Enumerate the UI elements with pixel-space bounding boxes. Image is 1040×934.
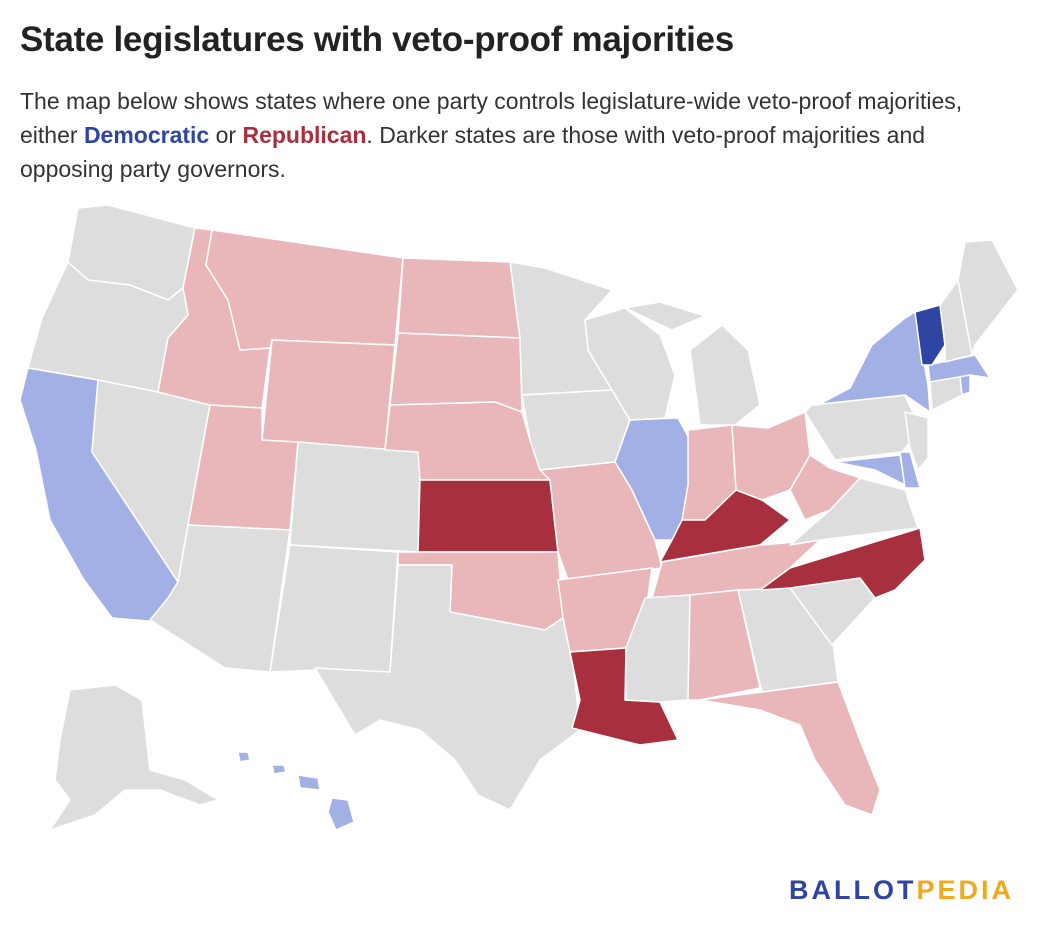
state-NY[interactable] [811, 311, 931, 413]
state-PA[interactable] [804, 394, 921, 461]
state-AK[interactable] [49, 684, 219, 831]
us-states-map [19, 204, 1019, 831]
state-MI[interactable] [624, 301, 761, 426]
ballotpedia-logo: BALLOTPEDIA [789, 875, 1014, 906]
state-ME[interactable] [957, 239, 1019, 356]
state-HI[interactable] [237, 751, 355, 831]
logo-text-ballot: BALLOT [788, 875, 917, 905]
state-NJ[interactable] [904, 411, 929, 471]
state-AL[interactable] [687, 589, 761, 701]
logo-text-pedia: PEDIA [916, 875, 1014, 905]
state-AZ[interactable] [149, 524, 291, 673]
description-text-1: The map below shows states where one par… [20, 88, 963, 148]
state-NM[interactable] [269, 544, 399, 673]
map-description: The map below shows states where one par… [20, 84, 1020, 186]
state-WV[interactable] [789, 454, 861, 521]
state-KS[interactable] [417, 479, 559, 553]
state-CO[interactable] [289, 441, 421, 553]
description-text-3: . Darker states are those with veto-proo… [20, 122, 926, 182]
state-VT[interactable] [914, 304, 946, 366]
page-title: State legislatures with veto-proof major… [20, 20, 734, 59]
state-FL[interactable] [699, 681, 881, 816]
state-TX[interactable] [314, 564, 581, 811]
description-text-2: or [209, 122, 243, 148]
state-NC[interactable] [759, 527, 926, 599]
state-IA[interactable] [521, 389, 631, 471]
state-MT[interactable] [205, 229, 404, 351]
state-SD[interactable] [389, 332, 523, 413]
state-DE[interactable] [899, 451, 921, 489]
state-ND[interactable] [397, 257, 521, 339]
state-RI[interactable] [959, 374, 971, 396]
democratic-legend-label: Democratic [83, 122, 210, 148]
republican-legend-label: Republican [242, 122, 367, 148]
state-NH[interactable] [939, 279, 973, 363]
state-WY[interactable] [261, 339, 396, 451]
